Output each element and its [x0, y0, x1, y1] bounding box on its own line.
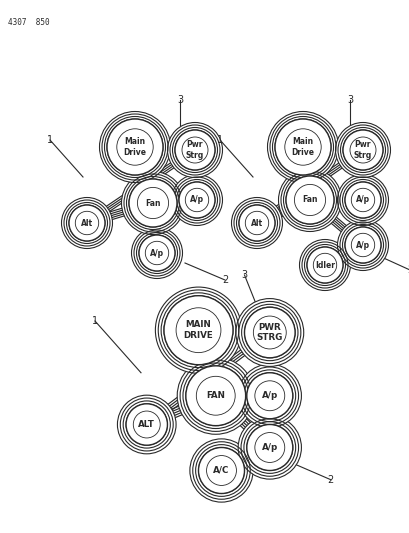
Circle shape [99, 111, 170, 182]
Circle shape [337, 220, 388, 271]
Circle shape [231, 198, 282, 248]
Circle shape [306, 247, 342, 283]
Text: Main
Drive: Main Drive [291, 138, 314, 157]
Text: 1: 1 [92, 316, 98, 326]
Text: Pwr
Strg: Pwr Strg [185, 140, 204, 160]
Circle shape [274, 119, 330, 175]
Text: Alt: Alt [81, 219, 93, 228]
Circle shape [131, 228, 182, 279]
Text: A/p: A/p [261, 443, 277, 452]
Circle shape [342, 130, 382, 170]
Text: 3: 3 [346, 95, 352, 105]
Text: 1: 1 [47, 135, 53, 145]
Circle shape [238, 205, 274, 241]
Circle shape [299, 239, 350, 290]
Text: Fan: Fan [301, 196, 317, 205]
Circle shape [129, 179, 177, 227]
Circle shape [235, 298, 303, 366]
Text: Pwr
Strg: Pwr Strg [353, 140, 371, 160]
Circle shape [69, 205, 105, 241]
Circle shape [121, 172, 184, 235]
Text: A/p: A/p [150, 248, 164, 257]
Text: ALT: ALT [138, 420, 155, 429]
Circle shape [335, 123, 389, 177]
Circle shape [246, 424, 292, 471]
Circle shape [244, 307, 294, 358]
Circle shape [246, 373, 292, 419]
Text: A/p: A/p [189, 196, 204, 205]
Text: 2: 2 [406, 265, 409, 275]
Circle shape [164, 296, 232, 365]
Circle shape [278, 168, 341, 231]
Circle shape [107, 119, 163, 175]
Text: 2: 2 [327, 475, 333, 484]
Text: Fan: Fan [145, 198, 160, 207]
Text: Idler: Idler [314, 261, 334, 270]
Text: 2: 2 [221, 275, 227, 285]
Text: PWR
STRG: PWR STRG [256, 323, 282, 342]
Circle shape [344, 182, 380, 218]
Circle shape [238, 364, 301, 427]
Circle shape [167, 123, 222, 177]
Circle shape [267, 111, 338, 182]
Circle shape [185, 366, 245, 426]
Circle shape [61, 198, 112, 248]
Circle shape [177, 357, 254, 434]
Circle shape [238, 416, 301, 479]
Text: 3: 3 [177, 95, 182, 105]
Circle shape [117, 395, 175, 454]
Circle shape [171, 174, 222, 225]
Circle shape [139, 235, 175, 271]
Circle shape [344, 227, 380, 263]
Circle shape [179, 182, 214, 218]
Circle shape [285, 176, 333, 224]
Circle shape [337, 174, 388, 225]
Text: A/C: A/C [213, 466, 229, 475]
Text: Alt: Alt [250, 219, 263, 228]
Text: A/p: A/p [355, 196, 369, 205]
Text: 3: 3 [241, 270, 247, 280]
Circle shape [175, 130, 214, 170]
Circle shape [198, 448, 244, 494]
Text: 1: 1 [216, 135, 222, 145]
Text: A/p: A/p [355, 240, 369, 249]
Circle shape [155, 287, 241, 373]
Text: FAN: FAN [206, 391, 225, 400]
Circle shape [189, 439, 252, 502]
Text: A/p: A/p [261, 391, 277, 400]
Text: 4307  850: 4307 850 [8, 18, 49, 27]
Text: Main
Drive: Main Drive [123, 138, 146, 157]
Text: MAIN
DRIVE: MAIN DRIVE [183, 320, 213, 340]
Circle shape [126, 404, 167, 445]
